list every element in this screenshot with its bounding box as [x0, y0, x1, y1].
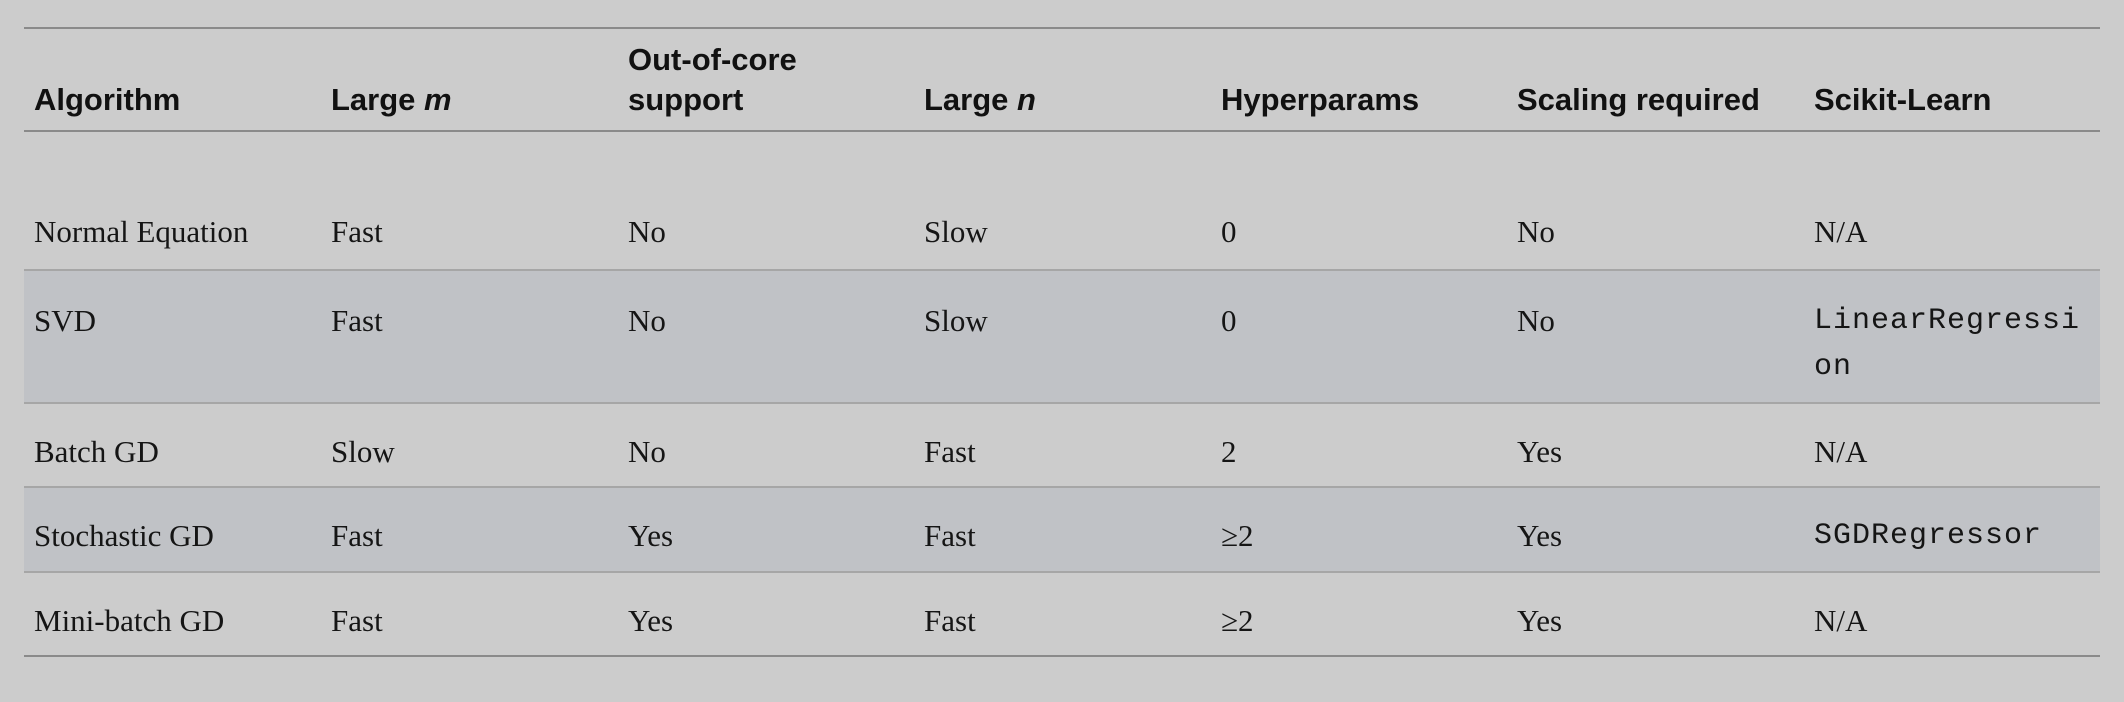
header-large-n-prefix: Large [924, 82, 1018, 117]
cell-large-m: Fast [331, 518, 383, 553]
cell-large-m: Fast [331, 603, 383, 638]
cell-sklearn: N/A [1814, 214, 1868, 249]
cell-sklearn: SGDRegressor [1814, 519, 2043, 553]
header-large-m-prefix: Large [331, 82, 425, 117]
cell-large-n: Slow [924, 303, 988, 338]
cell-scaling: No [1517, 303, 1555, 338]
cell-scaling: No [1517, 214, 1555, 249]
header-row: Algorithm Large m Out-of-core support Lar… [24, 28, 2100, 131]
cell-sklearn: N/A [1814, 434, 1868, 469]
cell-large-n: Fast [924, 518, 976, 553]
cell-hyperparams: 0 [1221, 214, 1237, 249]
spacer-cell [24, 131, 2100, 194]
cell-sklearn: LinearRegression [1814, 304, 2081, 384]
header-hyperparams: Hyperparams [1221, 82, 1420, 117]
cell-hyperparams: ≥2 [1221, 518, 1254, 553]
table-row: Batch GD Slow No Fast 2 Yes N/A [24, 403, 2100, 487]
cell-large-m: Fast [331, 214, 383, 249]
table-row: Mini-batch GD Fast Yes Fast ≥2 Yes N/A [24, 572, 2100, 656]
cell-large-n: Fast [924, 434, 976, 469]
cell-out-of-core: No [628, 214, 666, 249]
cell-large-m: Fast [331, 303, 383, 338]
cell-hyperparams: 0 [1221, 303, 1237, 338]
header-out-of-core: Out-of-core support [618, 28, 914, 131]
cell-algorithm: Stochastic GD [34, 518, 214, 553]
header-out-of-core-line2: support [628, 82, 744, 117]
table-row: Stochastic GD Fast Yes Fast ≥2 Yes SGDRe… [24, 487, 2100, 572]
cell-scaling: Yes [1517, 434, 1563, 469]
table-row: Normal Equation Fast No Slow 0 No N/A [24, 194, 2100, 270]
header-scaling-required: Scaling required [1517, 82, 1760, 117]
header-large-m-var: m [424, 82, 452, 117]
algorithm-comparison-table: Algorithm Large m Out-of-core support Lar… [24, 27, 2100, 657]
cell-hyperparams: 2 [1221, 434, 1237, 469]
cell-out-of-core: No [628, 303, 666, 338]
spacer-row [24, 131, 2100, 194]
cell-out-of-core: Yes [628, 603, 674, 638]
header-large-n: Large n [914, 28, 1211, 131]
cell-large-m: Slow [331, 434, 395, 469]
cell-algorithm: Batch GD [34, 434, 159, 469]
cell-sklearn: N/A [1814, 603, 1868, 638]
cell-out-of-core: No [628, 434, 666, 469]
table-body: Normal Equation Fast No Slow 0 No N/A SV… [24, 131, 2100, 656]
cell-scaling: Yes [1517, 603, 1563, 638]
header-out-of-core-line1: Out-of-core [628, 42, 797, 77]
header-large-n-var: n [1017, 82, 1036, 117]
cell-hyperparams: ≥2 [1221, 603, 1254, 638]
table-row: SVD Fast No Slow 0 No LinearRegression [24, 270, 2100, 403]
cell-algorithm: Mini-batch GD [34, 603, 225, 638]
table-header: Algorithm Large m Out-of-core support Lar… [24, 28, 2100, 131]
cell-out-of-core: Yes [628, 518, 674, 553]
cell-large-n: Slow [924, 214, 988, 249]
cell-algorithm: Normal Equation [34, 214, 249, 249]
header-algorithm: Algorithm [34, 82, 181, 117]
cell-algorithm: SVD [34, 303, 97, 338]
header-scikit-learn: Scikit-Learn [1814, 82, 1992, 117]
cell-large-n: Fast [924, 603, 976, 638]
header-large-m: Large m [321, 28, 618, 131]
cell-scaling: Yes [1517, 518, 1563, 553]
